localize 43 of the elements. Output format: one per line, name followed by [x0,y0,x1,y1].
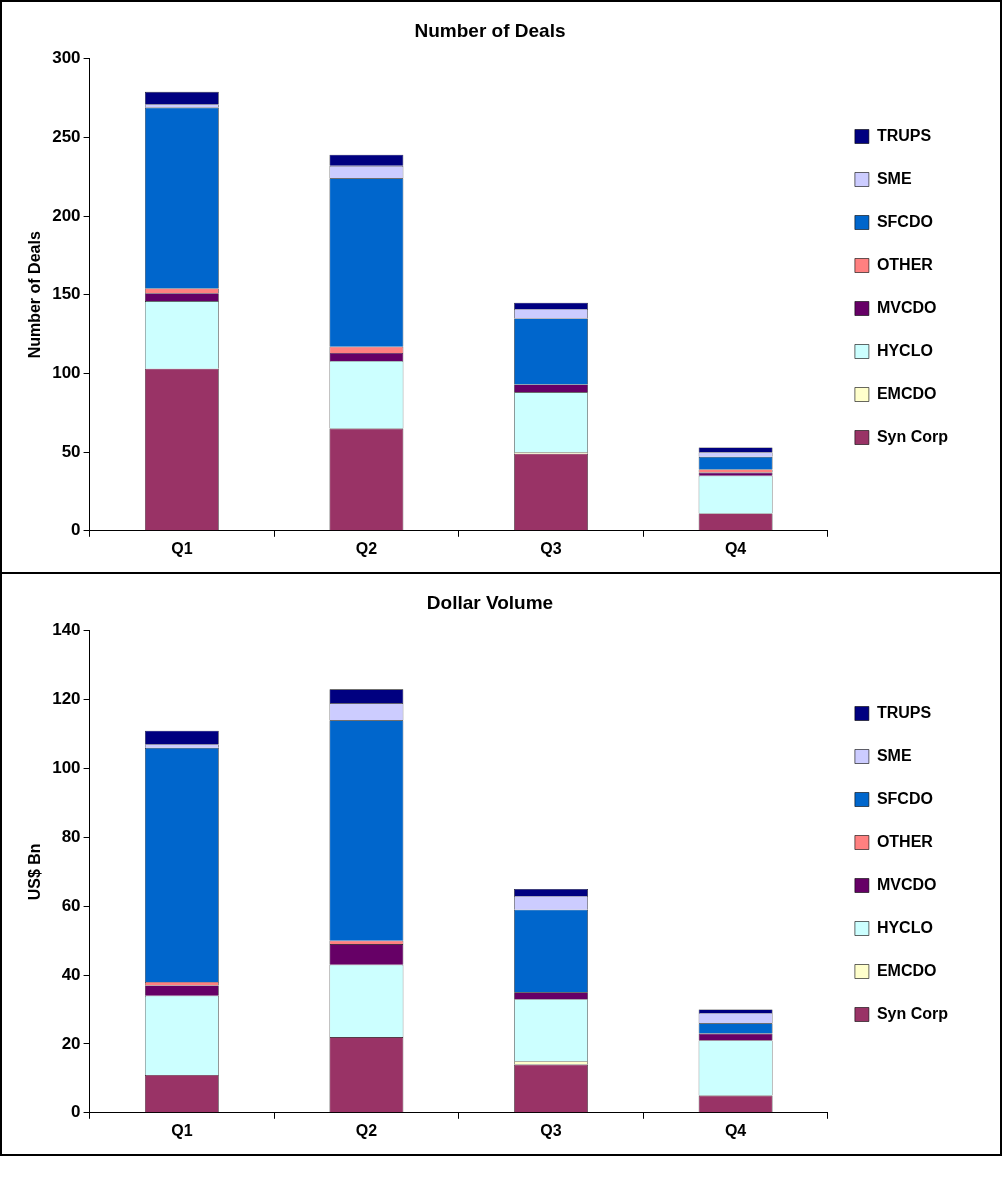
y-tick-label: 300 [52,48,81,68]
legend-label: MVCDO [876,298,937,316]
y-tick-label: 80 [61,827,81,847]
chart-title: Dollar Volume [426,591,554,613]
legend-label: OTHER [876,255,934,273]
legend-label: HYCLO [876,341,933,359]
y-tick-label: 100 [52,758,81,778]
legend-label: SME [876,746,912,764]
y-tick-label: 50 [61,441,81,461]
y-tick-label: 20 [61,1033,81,1053]
y-tick-label: 200 [52,205,81,225]
y-tick-label: 40 [61,964,81,984]
y-tick-label: 140 [52,620,81,640]
legend-label: HYCLO [876,918,933,936]
y-tick-label: 120 [52,689,81,709]
y-axis-title: Number of Deals [26,231,44,359]
y-tick-label: 250 [52,127,81,147]
x-tick-label: Q1 [171,1121,193,1139]
legend-label: SFCDO [876,789,933,807]
legend-label: TRUPS [876,126,932,144]
legend-label: Syn Corp [876,427,949,445]
y-tick-label: 0 [71,520,81,540]
legend-label: TRUPS [876,703,932,721]
y-tick-label: 60 [61,895,81,915]
legend-label: SME [876,169,912,187]
chart-title: Number of Deals [414,19,566,41]
legend-label: EMCDO [876,961,937,979]
legend-label: SFCDO [876,212,933,230]
legend-label: OTHER [876,832,934,850]
x-tick-label: Q2 [355,1121,378,1139]
y-tick-label: 0 [71,1102,81,1122]
x-tick-label: Q4 [724,1121,747,1139]
x-tick-label: Q1 [171,539,193,557]
x-tick-label: Q4 [724,539,747,557]
x-tick-label: Q3 [540,1121,562,1139]
x-tick-label: Q3 [540,539,562,557]
legend-label: EMCDO [876,384,937,402]
x-tick-label: Q2 [355,539,378,557]
legend-label: Syn Corp [876,1004,949,1022]
y-tick-label: 100 [52,363,81,383]
y-axis-title: US$ Bn [26,843,44,901]
y-tick-label: 150 [52,284,81,304]
legend-label: MVCDO [876,875,937,893]
